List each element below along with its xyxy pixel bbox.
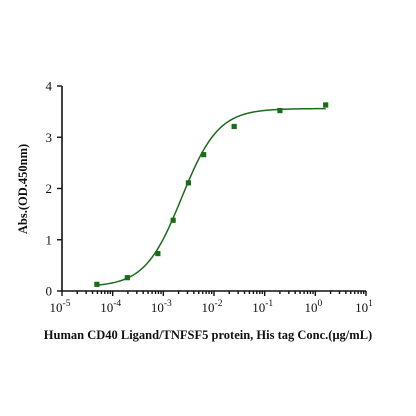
x-tick-label: 10-2	[202, 299, 223, 315]
data-point	[323, 102, 329, 108]
data-point	[94, 281, 100, 287]
data-point	[277, 108, 283, 114]
data-point	[231, 123, 237, 130]
x-tick-label: 10-5	[50, 299, 71, 315]
data-point	[201, 152, 207, 158]
y-axis-label: Abs.(OD.450nm)	[16, 144, 30, 234]
x-tick-label: 100	[304, 299, 322, 315]
data-point	[124, 275, 130, 281]
data-point	[185, 180, 192, 186]
data-points	[94, 102, 329, 287]
x-tick-label: 10-4	[100, 299, 121, 315]
y-tick-label: 2	[46, 181, 53, 196]
y-tick-label: 0	[46, 284, 53, 299]
plot-area	[94, 102, 329, 287]
x-axis: 10-5 10-4 10-3 10-2 10-1 100 101	[50, 290, 373, 315]
data-point	[155, 250, 161, 257]
y-tick-label: 3	[46, 130, 53, 145]
y-axis: 0 1 2 3 4	[46, 79, 63, 299]
x-tick-label: 10-1	[252, 299, 273, 315]
fit-curve	[96, 107, 326, 286]
x-tick-label: 101	[355, 299, 373, 315]
x-axis-label: Human CD40 Ligand/TNFSF5 protein, His ta…	[44, 328, 372, 342]
y-tick-label: 4	[46, 79, 53, 94]
data-point	[170, 217, 176, 223]
y-tick-label: 1	[46, 232, 53, 247]
x-tick-label: 10-3	[151, 299, 172, 315]
